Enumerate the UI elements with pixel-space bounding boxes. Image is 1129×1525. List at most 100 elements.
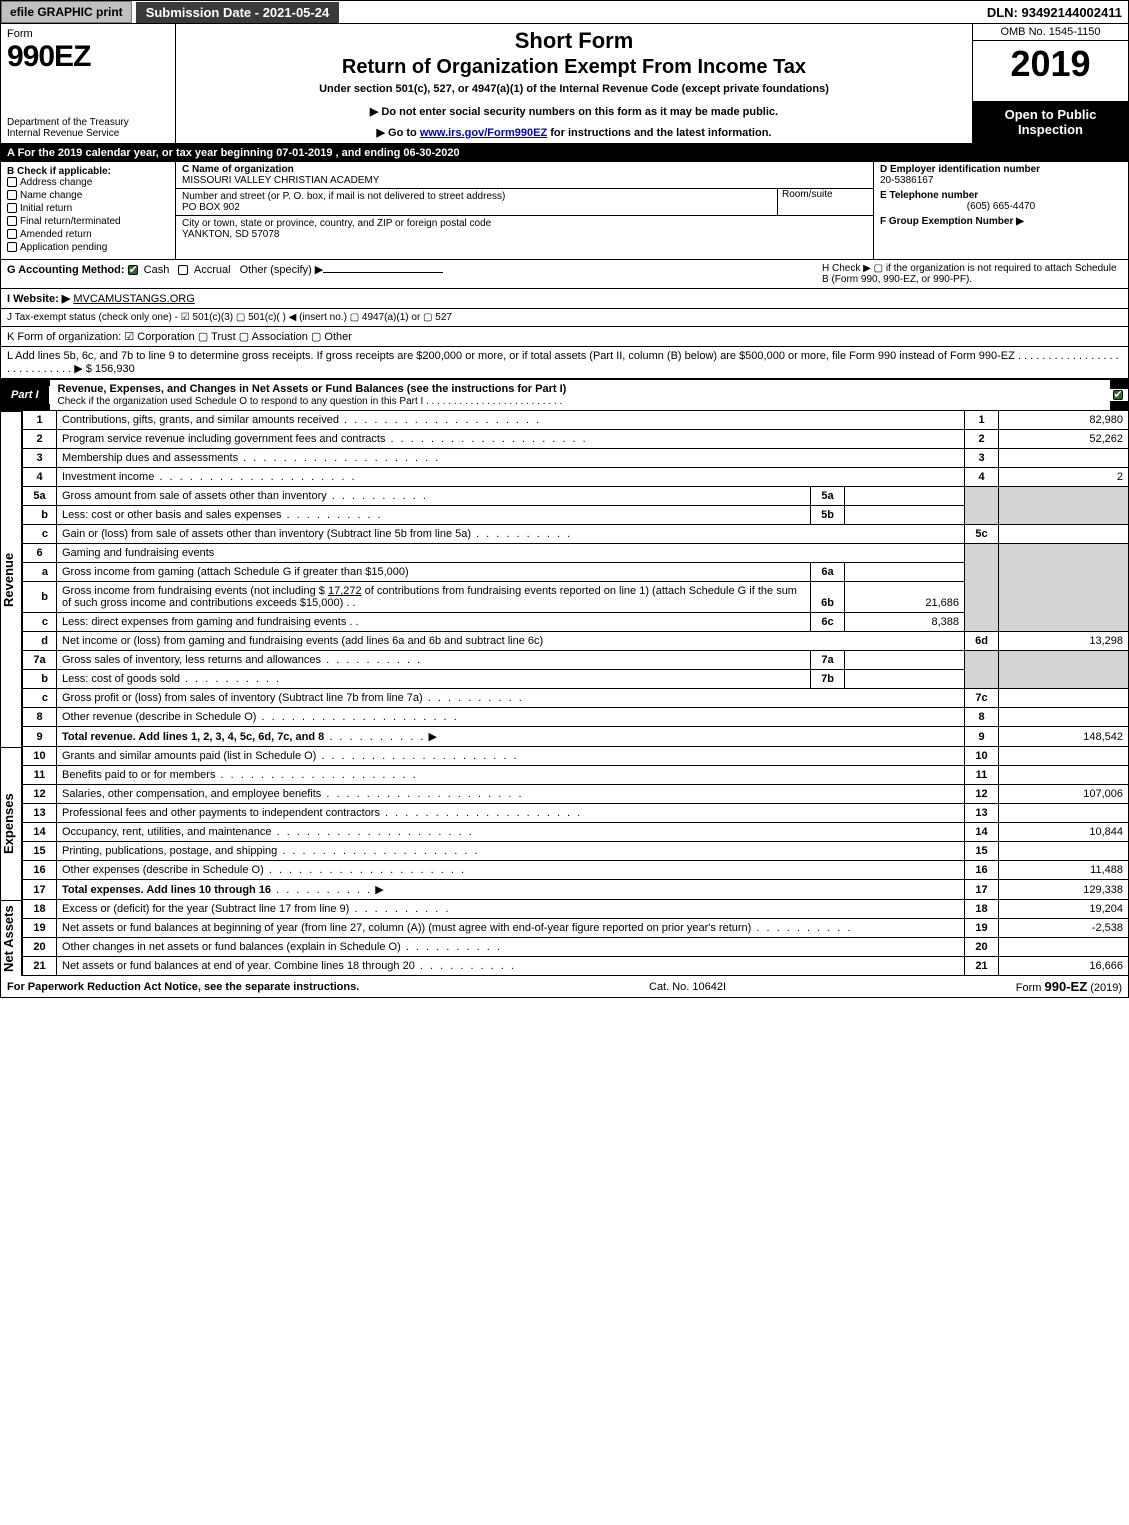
submission-date: Submission Date - 2021-05-24 (136, 2, 340, 23)
header-middle: Short Form Return of Organization Exempt… (176, 24, 973, 143)
row-5c: cGain or (loss) from sale of assets othe… (23, 525, 1129, 544)
dept-treasury: Department of the Treasury (7, 117, 169, 128)
room-label: Room/suite (782, 189, 833, 200)
ssn-warning: ▶ Do not enter social security numbers o… (186, 105, 962, 118)
chk-name-change[interactable]: Name change (7, 190, 169, 201)
row-1: 1Contributions, gifts, grants, and simil… (23, 411, 1129, 430)
part1-check[interactable] (1110, 389, 1128, 401)
row-5a: 5aGross amount from sale of assets other… (23, 487, 1129, 506)
form-word: Form (7, 28, 169, 40)
goto-line: ▶ Go to www.irs.gov/Form990EZ for instru… (186, 126, 962, 139)
row-6a: aGross income from gaming (attach Schedu… (23, 563, 1129, 582)
row-6b: bGross income from fundraising events (n… (23, 582, 1129, 613)
part1-tab: Part I (1, 386, 50, 404)
website: MVCAMUSTANGS.ORG (73, 293, 194, 305)
return-title: Return of Organization Exempt From Incom… (186, 56, 962, 79)
row-7b: bLess: cost of goods sold7b (23, 670, 1129, 689)
chk-amended-return[interactable]: Amended return (7, 229, 169, 240)
row-19: 19Net assets or fund balances at beginni… (23, 919, 1129, 938)
l-text: L Add lines 5b, 6c, and 7b to line 9 to … (7, 350, 1119, 375)
addr-label: Number and street (or P. O. box, if mail… (182, 191, 505, 202)
row-12: 12Salaries, other compensation, and empl… (23, 785, 1129, 804)
line-j: J Tax-exempt status (check only one) - ☑… (0, 309, 1129, 327)
other-label: Other (specify) ▶ (240, 264, 324, 276)
b-title: B Check if applicable: (7, 166, 169, 177)
city-val: YANKTON, SD 57078 (182, 229, 279, 240)
row-2: 2Program service revenue including gover… (23, 430, 1129, 449)
line-a: A For the 2019 calendar year, or tax yea… (0, 144, 1129, 162)
part1-header: Part I Revenue, Expenses, and Changes in… (0, 379, 1129, 411)
form-number: 990EZ (7, 40, 169, 74)
row-18: 18Excess or (deficit) for the year (Subt… (23, 900, 1129, 919)
page-footer: For Paperwork Reduction Act Notice, see … (0, 976, 1129, 998)
omb-number: OMB No. 1545-1150 (973, 24, 1128, 41)
goto-post: for instructions and the latest informat… (547, 127, 771, 139)
line-g-h: G Accounting Method: Cash Accrual Other … (0, 260, 1129, 289)
expenses-table: 10Grants and similar amounts paid (list … (22, 747, 1129, 900)
org-info: C Name of organization MISSOURI VALLEY C… (176, 162, 873, 259)
l-val: 156,930 (95, 363, 135, 375)
chk-application-pending[interactable]: Application pending (7, 242, 169, 253)
form-ref: Form 990-EZ (2019) (1016, 979, 1122, 994)
row-11: 11Benefits paid to or for members11 (23, 766, 1129, 785)
chk-address-change[interactable]: Address change (7, 177, 169, 188)
g-label: G Accounting Method: (7, 264, 125, 276)
section-b: B Check if applicable: Address change Na… (0, 162, 1129, 260)
dln: DLN: 93492144002411 (987, 5, 1128, 20)
row-7a: 7aGross sales of inventory, less returns… (23, 651, 1129, 670)
check-if-applicable: B Check if applicable: Address change Na… (1, 162, 176, 259)
header-right: OMB No. 1545-1150 2019 Open to Public In… (973, 24, 1128, 143)
under-section: Under section 501(c), 527, or 4947(a)(1)… (186, 83, 962, 95)
cat-no: Cat. No. 10642I (649, 981, 726, 993)
ein: 20-5386167 (880, 175, 1122, 186)
row-17: 17Total expenses. Add lines 10 through 1… (23, 880, 1129, 900)
top-bar: efile GRAPHIC print Submission Date - 20… (0, 0, 1129, 24)
row-7c: cGross profit or (loss) from sales of in… (23, 689, 1129, 708)
net-assets-label: Net Assets (0, 900, 22, 976)
row-5b: bLess: cost or other basis and sales exp… (23, 506, 1129, 525)
row-13: 13Professional fees and other payments t… (23, 804, 1129, 823)
chk-final-return[interactable]: Final return/terminated (7, 216, 169, 227)
row-9: 9Total revenue. Add lines 1, 2, 3, 4, 5c… (23, 727, 1129, 747)
paperwork-notice: For Paperwork Reduction Act Notice, see … (7, 981, 359, 993)
org-name: MISSOURI VALLEY CHRISTIAN ACADEMY (182, 175, 379, 186)
revenue-table: 1Contributions, gifts, grants, and simil… (22, 411, 1129, 747)
i-label: I Website: ▶ (7, 293, 70, 305)
d-label: D Employer identification number (880, 164, 1122, 175)
row-8: 8Other revenue (describe in Schedule O)8 (23, 708, 1129, 727)
net-assets-section: Net Assets 18Excess or (deficit) for the… (0, 900, 1129, 976)
revenue-label: Revenue (0, 411, 22, 747)
accrual-label: Accrual (194, 264, 231, 276)
e-label: E Telephone number (880, 190, 1122, 201)
chk-cash[interactable] (128, 265, 138, 275)
right-info: D Employer identification number 20-5386… (873, 162, 1128, 259)
city-label: City or town, state or province, country… (182, 218, 491, 229)
revenue-section: Revenue 1Contributions, gifts, grants, a… (0, 411, 1129, 747)
chk-accrual[interactable] (178, 265, 188, 275)
goto-pre: ▶ Go to (377, 127, 420, 139)
dept-irs: Internal Revenue Service (7, 128, 169, 139)
short-form-title: Short Form (186, 28, 962, 54)
line-l: L Add lines 5b, 6c, and 7b to line 9 to … (0, 347, 1129, 379)
row-20: 20Other changes in net assets or fund ba… (23, 938, 1129, 957)
irs-link[interactable]: www.irs.gov/Form990EZ (420, 127, 547, 139)
c-label: C Name of organization (182, 164, 294, 175)
chk-initial-return[interactable]: Initial return (7, 203, 169, 214)
line-i: I Website: ▶ MVCAMUSTANGS.ORG (0, 289, 1129, 309)
efile-print-button[interactable]: efile GRAPHIC print (1, 1, 132, 23)
h-text: H Check ▶ ▢ if the organization is not r… (822, 263, 1122, 285)
expenses-section: Expenses 10Grants and similar amounts pa… (0, 747, 1129, 900)
tax-year: 2019 (973, 41, 1128, 87)
net-assets-table: 18Excess or (deficit) for the year (Subt… (22, 900, 1129, 976)
addr-val: PO BOX 902 (182, 202, 240, 213)
row-21: 21Net assets or fund balances at end of … (23, 957, 1129, 976)
expenses-label: Expenses (0, 747, 22, 900)
part1-title: Revenue, Expenses, and Changes in Net As… (50, 379, 1110, 410)
line-k: K Form of organization: ☑ Corporation ▢ … (0, 327, 1129, 347)
row-3: 3Membership dues and assessments3 (23, 449, 1129, 468)
row-6: 6Gaming and fundraising events (23, 544, 1129, 563)
phone: (605) 665-4470 (880, 201, 1122, 212)
header-left: Form 990EZ Department of the Treasury In… (1, 24, 176, 143)
open-public: Open to Public Inspection (973, 101, 1128, 143)
cash-label: Cash (144, 264, 170, 276)
